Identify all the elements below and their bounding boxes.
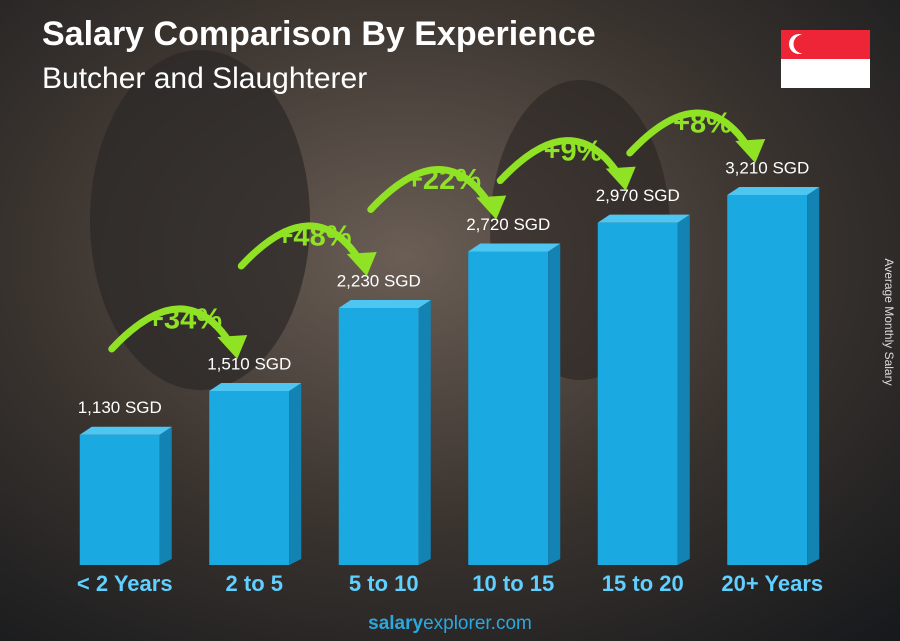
change-arrowhead xyxy=(605,166,636,191)
bar-top xyxy=(338,299,431,308)
change-arrow xyxy=(496,137,624,185)
change-label: +34% xyxy=(147,304,222,336)
change-label: +48% xyxy=(277,221,352,253)
bar xyxy=(727,195,808,565)
change-arrowhead xyxy=(346,251,377,276)
change-arrowhead xyxy=(217,334,248,359)
change-arrow xyxy=(108,305,235,353)
x-tick-label: 2 to 5 xyxy=(226,571,283,596)
change-label: +8% xyxy=(673,108,732,140)
bar xyxy=(597,222,678,565)
x-tick-label: 5 to 10 xyxy=(349,571,419,596)
bar-side xyxy=(289,382,302,565)
change-arrowhead xyxy=(476,195,507,220)
flag-white xyxy=(781,59,870,88)
x-tick-label: < 2 Years xyxy=(77,571,173,596)
bar-top xyxy=(727,187,820,195)
footer: salaryexplorer.com xyxy=(368,613,532,634)
change-arrow xyxy=(367,165,494,213)
x-tick-label: 10 to 15 xyxy=(472,571,554,596)
bar xyxy=(209,390,290,565)
flag xyxy=(781,30,870,88)
value-label: 1,510 SGD xyxy=(207,354,291,373)
x-tick-label: 20+ Years xyxy=(721,571,823,596)
background-shape xyxy=(90,50,310,390)
change-arrow xyxy=(237,222,365,270)
x-tick-label: 15 to 20 xyxy=(602,571,684,596)
change-label: +9% xyxy=(544,135,603,167)
bar-top xyxy=(468,243,561,252)
bar-side xyxy=(159,426,172,565)
chart-title: Salary Comparison By Experience xyxy=(42,15,596,53)
flag-moon-cut xyxy=(793,34,813,54)
bar-top xyxy=(79,426,172,435)
bar xyxy=(338,307,419,565)
bar xyxy=(468,251,549,566)
bar-top xyxy=(597,214,690,223)
footer-brand: salary xyxy=(368,613,423,634)
chart-subtitle: Butcher and Slaughterer xyxy=(42,62,367,95)
bar-side xyxy=(418,299,431,565)
y-axis-label: Average Monthly Salary xyxy=(882,258,896,385)
bar-top xyxy=(209,382,302,391)
change-arrowhead xyxy=(735,139,766,163)
bar xyxy=(79,434,160,565)
value-label: 2,720 SGD xyxy=(466,215,550,234)
value-label: 2,230 SGD xyxy=(337,271,421,290)
value-label: 3,210 SGD xyxy=(725,158,809,177)
value-label: 2,970 SGD xyxy=(596,186,680,205)
change-label: +22% xyxy=(406,164,481,196)
change-arrow xyxy=(626,109,753,157)
bar-side xyxy=(677,214,690,565)
footer-domain: explorer.com xyxy=(423,613,532,634)
bar-side xyxy=(548,243,561,566)
bar-side xyxy=(807,187,820,565)
value-label: 1,130 SGD xyxy=(78,398,162,417)
